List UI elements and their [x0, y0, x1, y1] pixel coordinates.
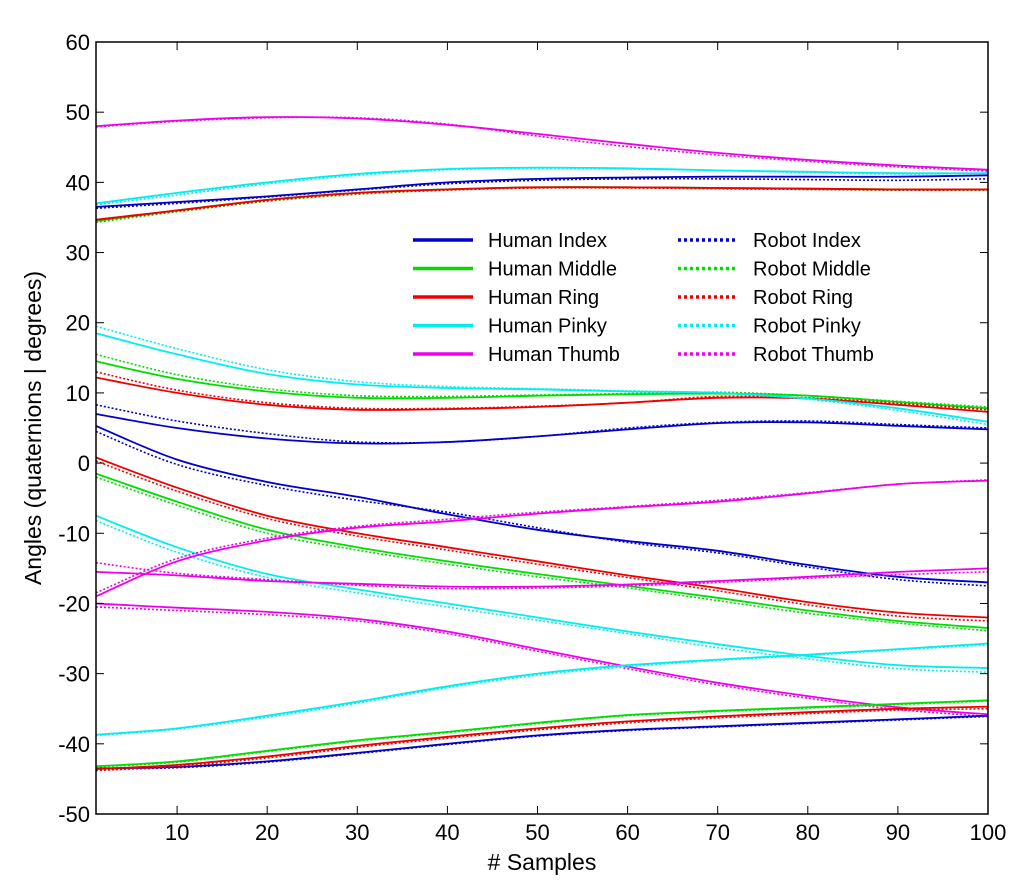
- series-line-index-human-10: [95, 413, 989, 445]
- legend-label-human-ring: Human Ring: [488, 287, 599, 309]
- series-line-ring-human-4: [95, 186, 989, 221]
- x-tick-label: 100: [970, 820, 1007, 845]
- x-tick-label: 60: [615, 820, 639, 845]
- series-line-ring-robot-15: [95, 371, 989, 411]
- y-tick-label: -20: [58, 591, 90, 616]
- series-line-index-robot-11: [95, 404, 989, 444]
- y-tick-label: 50: [66, 100, 90, 125]
- y-tick-label: -30: [58, 662, 90, 687]
- series-line-thumb-robot-31: [95, 606, 989, 718]
- series-line-thumb-robot-29: [95, 561, 989, 590]
- series-line-pinky-robot-7: [95, 167, 989, 206]
- y-tick-label: 40: [66, 170, 90, 195]
- legend-label-human-middle: Human Middle: [488, 259, 617, 281]
- y-tick-label: 20: [66, 311, 90, 336]
- x-tick-label: 10: [165, 820, 189, 845]
- y-axis-label: Angles (quaternions | degrees): [20, 271, 46, 585]
- series-line-index-robot-1: [95, 177, 989, 210]
- y-tick-label: 10: [66, 381, 90, 406]
- series-line-pinky-human-24: [95, 514, 989, 669]
- y-tick-label: 0: [78, 451, 90, 476]
- legend-label-human-pinky: Human Pinky: [488, 316, 607, 338]
- legend-label-robot-index: Robot Index: [753, 230, 861, 252]
- legend-label-robot-middle: Robot Middle: [753, 259, 871, 281]
- series-line-pinky-robot-33: [95, 644, 989, 737]
- legend: Human Index Human Middle Human Ring Human P…: [405, 218, 905, 366]
- series-line-thumb-human-28: [95, 567, 989, 588]
- x-tick-label: 40: [435, 820, 459, 845]
- legend-label-robot-thumb: Robot Thumb: [753, 344, 874, 366]
- series-line-thumb-robot-9: [95, 116, 989, 172]
- series-line-thumb-robot-27: [95, 479, 989, 594]
- series-line-pinky-human-16: [95, 332, 989, 423]
- series-line-ring-robot-23: [95, 460, 989, 622]
- y-tick-label: 60: [66, 30, 90, 55]
- series-line-middle-human-20: [95, 472, 989, 629]
- legend-label-robot-pinky: Robot Pinky: [753, 316, 861, 338]
- series-line-index-robot-19: [95, 430, 989, 587]
- legend-label-human-index: Human Index: [488, 230, 607, 252]
- plot-frame: [95, 41, 989, 815]
- series-line-middle-robot-13: [95, 353, 989, 408]
- ticks-layer: 10 20 30 40 50 60 70 80 90 100 -50 -40 -30 -20 -10 0 10 2…: [58, 30, 1006, 845]
- series-line-ring-human-22: [95, 456, 989, 619]
- y-tick-label: 30: [66, 241, 90, 266]
- x-tick-label: 90: [886, 820, 910, 845]
- series-line-thumb-human-8: [95, 116, 989, 171]
- x-tick-label: 80: [796, 820, 820, 845]
- series-line-ring-human-38: [95, 705, 989, 770]
- series-line-middle-robot-37: [95, 700, 989, 768]
- series-line-index-robot-35: [95, 715, 989, 770]
- series-line-ring-robot-5: [95, 186, 989, 222]
- series-line-pinky-robot-25: [95, 519, 989, 673]
- legend-box: [405, 218, 905, 364]
- legend-label-human-thumb: Human Thumb: [488, 344, 620, 366]
- x-tick-label: 70: [705, 820, 729, 845]
- series-line-index-human-18: [95, 425, 989, 584]
- series-line-ring-robot-39: [95, 707, 989, 772]
- y-tick-label: -40: [58, 732, 90, 757]
- series-line-pinky-robot-17: [95, 325, 989, 426]
- series-line-index-human-0: [95, 174, 989, 208]
- x-tick-label: 30: [345, 820, 369, 845]
- legend-label-robot-ring: Robot Ring: [753, 287, 853, 309]
- x-tick-label: 20: [255, 820, 279, 845]
- x-tick-label: 50: [525, 820, 549, 845]
- y-tick-label: -10: [58, 521, 90, 546]
- series-line-thumb-human-30: [95, 602, 989, 716]
- series-line-thumb-human-26: [95, 479, 989, 598]
- x-axis-label: # Samples: [488, 849, 597, 875]
- y-tick-label: -50: [58, 802, 90, 827]
- series-layer: [95, 116, 989, 772]
